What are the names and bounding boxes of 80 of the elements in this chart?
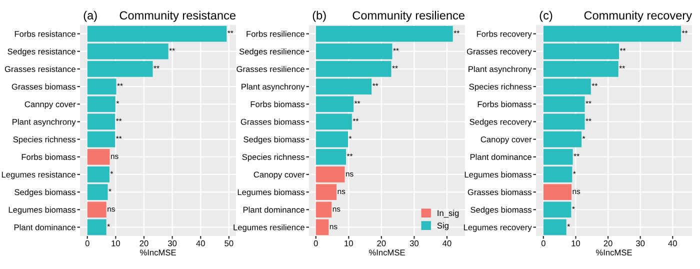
y-tick-label: Forbs biomass bbox=[478, 101, 532, 108]
y-tick-label: Sedges biomass bbox=[244, 136, 305, 144]
y-tick-label: Grasses resistance bbox=[4, 66, 76, 72]
x-tick-label: 20 bbox=[604, 240, 612, 246]
bar bbox=[87, 148, 110, 165]
y-tick-label: Grasses recovery bbox=[466, 48, 532, 56]
x-tick-label: 0 bbox=[314, 240, 318, 246]
y-tick-label: Legumes biomass bbox=[8, 206, 76, 214]
chart-title: Community resistance bbox=[120, 10, 236, 22]
y-tick-label: Plant asynchrony bbox=[242, 84, 305, 92]
x-tick-label: 20 bbox=[377, 240, 386, 246]
chart-title: Community resilience bbox=[352, 10, 464, 22]
chart-title: Community recovery bbox=[584, 10, 692, 22]
y-tick-label: Sedges recovery bbox=[470, 118, 532, 126]
bar bbox=[316, 114, 352, 130]
x-axis-title: %IncMSE bbox=[140, 250, 176, 256]
y-tick-label: Plant asynchrony bbox=[468, 66, 532, 74]
y-tick-label: Legumes resistance bbox=[2, 171, 76, 180]
y-tick-label: Plant dominance bbox=[470, 154, 532, 160]
y-tick-label: Forbs resistance bbox=[14, 30, 76, 37]
y-tick-label: Species richness bbox=[242, 154, 305, 162]
y-tick-label: Grasses biomass bbox=[12, 84, 76, 90]
bar bbox=[87, 219, 106, 236]
x-axis-title: %IncMSE bbox=[369, 250, 405, 256]
bar bbox=[543, 26, 682, 42]
y-tick-label: Plant dominance bbox=[14, 224, 76, 230]
y-tick-label: Legumes biomass bbox=[464, 171, 532, 180]
x-tick-label: 40 bbox=[196, 240, 205, 246]
bar bbox=[316, 26, 453, 42]
x-tick-label: 40 bbox=[442, 240, 452, 246]
x-tick-label: 10 bbox=[572, 240, 580, 246]
y-tick-label: Forbs biomass bbox=[22, 154, 76, 160]
bar bbox=[87, 26, 227, 42]
bar bbox=[87, 114, 116, 130]
text: (a) bbox=[84, 10, 97, 22]
y-tick-label: Species richness bbox=[469, 84, 532, 92]
bar bbox=[543, 114, 585, 130]
bar bbox=[87, 202, 106, 218]
x-tick-label: 30 bbox=[410, 240, 419, 246]
bar bbox=[316, 131, 348, 148]
y-tick-label: Canopy cover bbox=[480, 136, 532, 144]
y-tick-label: Sedges biomass bbox=[14, 189, 76, 197]
x-tick-label: 0 bbox=[85, 240, 90, 246]
x-tick-label: 40 bbox=[668, 240, 677, 246]
y-tick-label: Grasses resilience bbox=[236, 66, 304, 72]
y-tick-label: Legumes recovery bbox=[464, 224, 532, 232]
bar bbox=[316, 148, 346, 165]
y-tick-label: Plant asynchrony bbox=[12, 118, 76, 126]
x-axis-title: %IncMSE bbox=[596, 250, 632, 256]
y-tick-label: Cannpy cover bbox=[24, 101, 76, 109]
bar bbox=[543, 184, 572, 200]
legend-label: Sig bbox=[437, 222, 448, 230]
x-tick-label: 0 bbox=[541, 240, 546, 246]
bar bbox=[543, 131, 582, 148]
y-tick-label: Sedges resilience bbox=[239, 48, 304, 56]
y-tick-label: Plant dominance bbox=[243, 206, 304, 213]
x-tick-label: 10 bbox=[344, 240, 353, 246]
y-tick-label: Forbs biomass bbox=[250, 101, 305, 108]
x-tick-label: 20 bbox=[140, 240, 148, 246]
x-tick-label: 30 bbox=[636, 240, 645, 246]
y-tick-label: Sedges resistance bbox=[8, 48, 76, 56]
bar bbox=[316, 219, 329, 236]
bar bbox=[543, 202, 572, 218]
legend-label: In_sig bbox=[438, 210, 459, 218]
x-tick-label: 30 bbox=[168, 240, 177, 246]
y-tick-label: Species richness bbox=[13, 136, 76, 144]
y-tick-label: Forbs resilience bbox=[246, 30, 304, 37]
x-tick-label: 50 bbox=[224, 240, 234, 246]
y-tick-label: Forbs recovery bbox=[476, 30, 532, 39]
y-tick-label: Grasses biomass bbox=[240, 118, 305, 125]
bar bbox=[87, 131, 116, 148]
y-tick-label: Sedges biomass bbox=[470, 206, 532, 214]
y-tick-label: Canopy cover bbox=[254, 172, 305, 180]
text: (c) bbox=[540, 10, 552, 22]
y-tick-label: Legumes biomass bbox=[238, 189, 305, 197]
x-tick-label: 10 bbox=[112, 240, 120, 246]
y-tick-label: Grasses biomass bbox=[468, 189, 532, 196]
bar bbox=[543, 219, 566, 236]
text: (b) bbox=[312, 10, 326, 22]
y-tick-label: Legumes resilience bbox=[234, 224, 304, 232]
